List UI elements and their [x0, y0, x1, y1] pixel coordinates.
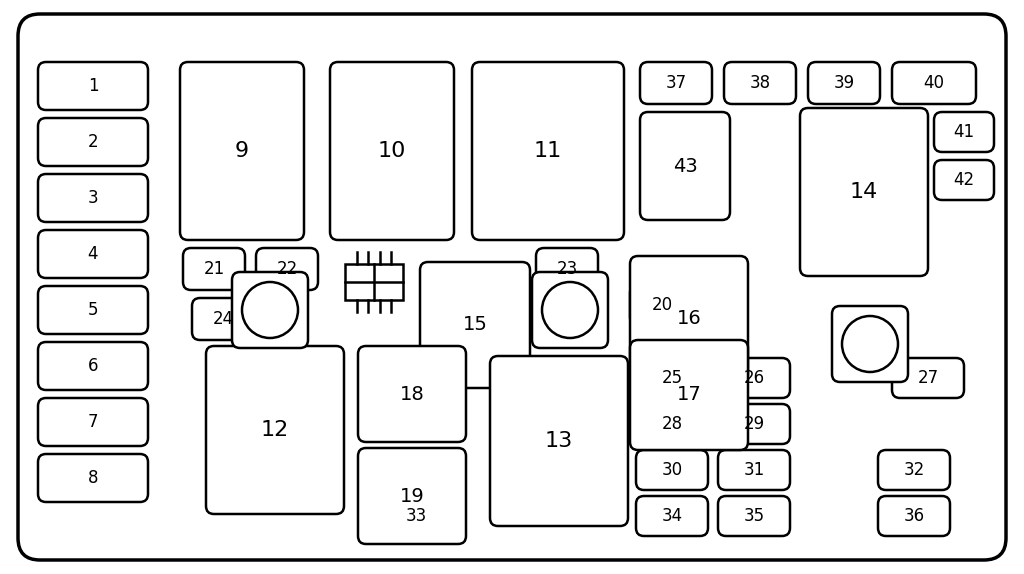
FancyBboxPatch shape — [640, 62, 712, 104]
FancyBboxPatch shape — [38, 230, 148, 278]
FancyBboxPatch shape — [38, 454, 148, 502]
Text: 31: 31 — [743, 461, 765, 479]
FancyBboxPatch shape — [878, 450, 950, 490]
Text: 38: 38 — [750, 74, 771, 92]
Text: 27: 27 — [918, 369, 939, 387]
Text: 43: 43 — [673, 157, 697, 176]
Text: 13: 13 — [545, 431, 573, 451]
FancyBboxPatch shape — [330, 62, 454, 240]
FancyBboxPatch shape — [934, 112, 994, 152]
Text: 11: 11 — [534, 141, 562, 161]
FancyBboxPatch shape — [193, 298, 254, 340]
FancyBboxPatch shape — [358, 448, 466, 544]
Text: 7: 7 — [88, 413, 98, 431]
FancyBboxPatch shape — [630, 256, 748, 382]
Text: 10: 10 — [378, 141, 407, 161]
FancyBboxPatch shape — [256, 248, 318, 290]
FancyBboxPatch shape — [345, 264, 403, 300]
Text: 3: 3 — [88, 189, 98, 207]
Text: 16: 16 — [677, 309, 701, 328]
Circle shape — [842, 316, 898, 372]
FancyBboxPatch shape — [532, 272, 608, 348]
Text: 21: 21 — [204, 260, 224, 278]
Text: 2: 2 — [88, 133, 98, 151]
Text: 24: 24 — [212, 310, 233, 328]
Text: 4: 4 — [88, 245, 98, 263]
Text: 36: 36 — [903, 507, 925, 525]
FancyBboxPatch shape — [718, 358, 790, 398]
FancyBboxPatch shape — [800, 108, 928, 276]
Text: 39: 39 — [834, 74, 855, 92]
Text: 33: 33 — [406, 507, 427, 525]
Text: 8: 8 — [88, 469, 98, 487]
FancyBboxPatch shape — [808, 62, 880, 104]
FancyBboxPatch shape — [490, 356, 628, 526]
FancyBboxPatch shape — [18, 14, 1006, 560]
Text: 40: 40 — [924, 74, 944, 92]
Text: 35: 35 — [743, 507, 765, 525]
Text: 6: 6 — [88, 357, 98, 375]
Text: 17: 17 — [677, 386, 701, 405]
FancyBboxPatch shape — [38, 174, 148, 222]
FancyBboxPatch shape — [38, 62, 148, 110]
Text: 18: 18 — [399, 385, 424, 404]
FancyBboxPatch shape — [934, 160, 994, 200]
Text: 28: 28 — [662, 415, 683, 433]
FancyBboxPatch shape — [232, 272, 308, 348]
FancyBboxPatch shape — [640, 112, 730, 220]
FancyBboxPatch shape — [636, 358, 708, 398]
FancyBboxPatch shape — [892, 358, 964, 398]
FancyBboxPatch shape — [831, 306, 908, 382]
Text: 32: 32 — [903, 461, 925, 479]
Text: 37: 37 — [666, 74, 686, 92]
Text: 19: 19 — [399, 487, 424, 506]
Text: 20: 20 — [652, 296, 673, 314]
FancyBboxPatch shape — [636, 496, 708, 536]
FancyBboxPatch shape — [183, 248, 245, 290]
Text: 34: 34 — [662, 507, 683, 525]
Text: 9: 9 — [234, 141, 249, 161]
FancyBboxPatch shape — [38, 286, 148, 334]
Text: 15: 15 — [463, 316, 487, 335]
Text: 30: 30 — [662, 461, 683, 479]
FancyBboxPatch shape — [472, 62, 624, 240]
FancyBboxPatch shape — [718, 404, 790, 444]
FancyBboxPatch shape — [38, 118, 148, 166]
FancyBboxPatch shape — [180, 62, 304, 240]
FancyBboxPatch shape — [38, 398, 148, 446]
FancyBboxPatch shape — [358, 346, 466, 442]
FancyBboxPatch shape — [420, 262, 530, 388]
FancyBboxPatch shape — [636, 404, 708, 444]
Text: 41: 41 — [953, 123, 975, 141]
Text: 42: 42 — [953, 171, 975, 189]
FancyBboxPatch shape — [724, 62, 796, 104]
FancyBboxPatch shape — [38, 342, 148, 390]
FancyBboxPatch shape — [630, 340, 748, 450]
FancyBboxPatch shape — [718, 450, 790, 490]
Text: 23: 23 — [556, 260, 578, 278]
FancyBboxPatch shape — [892, 62, 976, 104]
Text: 14: 14 — [850, 182, 879, 202]
Text: 26: 26 — [743, 369, 765, 387]
Text: 12: 12 — [261, 420, 289, 440]
Text: 5: 5 — [88, 301, 98, 319]
FancyBboxPatch shape — [206, 346, 344, 514]
FancyBboxPatch shape — [636, 450, 708, 490]
Text: 22: 22 — [276, 260, 298, 278]
FancyBboxPatch shape — [718, 496, 790, 536]
Circle shape — [542, 282, 598, 338]
FancyBboxPatch shape — [536, 248, 598, 290]
Text: 1: 1 — [88, 77, 98, 95]
FancyBboxPatch shape — [630, 285, 695, 325]
Text: 29: 29 — [743, 415, 765, 433]
FancyBboxPatch shape — [878, 496, 950, 536]
Text: 25: 25 — [662, 369, 683, 387]
FancyBboxPatch shape — [380, 496, 452, 536]
Circle shape — [242, 282, 298, 338]
